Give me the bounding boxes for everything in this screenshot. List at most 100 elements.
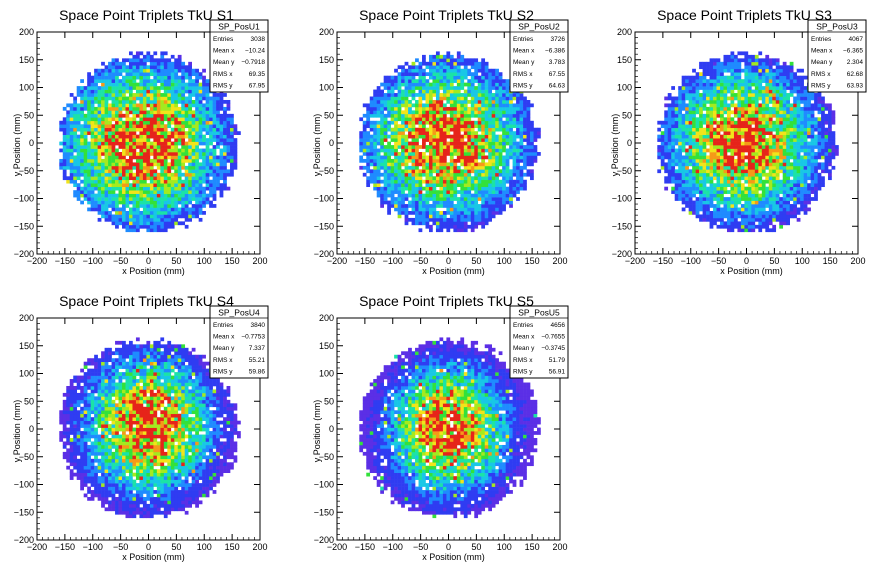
heatmap-cell (156, 183, 161, 188)
heatmap-cell (449, 113, 454, 118)
heatmap-cell (692, 75, 696, 80)
heatmap-cell (83, 134, 88, 139)
heatmap-cell (376, 124, 381, 129)
heatmap-cell (83, 172, 88, 177)
heatmap-cell (73, 134, 78, 139)
heatmap-cell (422, 131, 426, 135)
heatmap-cell (474, 176, 479, 181)
heatmap-cell (390, 106, 395, 111)
heatmap-cell (380, 193, 384, 198)
heatmap-cell (401, 200, 405, 205)
stats-value: 67.55 (549, 71, 566, 78)
heatmap-cell (376, 169, 381, 174)
heatmap-cell (101, 172, 105, 177)
heatmap-cell (470, 210, 475, 215)
heatmap-cell (422, 172, 426, 177)
heatmap-cell (463, 65, 468, 70)
heatmap-cell (198, 113, 203, 118)
heatmap-cell (219, 138, 224, 142)
heatmap-cell (484, 113, 489, 118)
heatmap-cell (491, 162, 496, 167)
heatmap-cell (115, 65, 119, 70)
heatmap-cell (474, 99, 479, 104)
heatmap-cell (716, 99, 721, 104)
heatmap-cell (163, 96, 168, 101)
heatmap-cell (198, 82, 203, 87)
heatmap-cell (94, 131, 98, 135)
heatmap-cell (404, 86, 409, 90)
heatmap-cell (108, 138, 112, 142)
heatmap-cell (80, 145, 84, 149)
heatmap-cell (198, 162, 203, 167)
heatmap-cell (373, 158, 378, 163)
heatmap-cell (397, 86, 402, 90)
heatmap-cell (233, 155, 238, 160)
heatmap-cell (387, 93, 391, 97)
heatmap-cell (160, 228, 165, 233)
heatmap-cell (132, 103, 137, 108)
heatmap-cell (505, 93, 510, 97)
heatmap-cell (104, 169, 109, 174)
heatmap-cell (397, 110, 402, 115)
heatmap-cell (432, 106, 437, 111)
heatmap-cell (62, 176, 67, 181)
heatmap-cell (720, 72, 724, 77)
heatmap-cell (533, 131, 538, 135)
heatmap-cell (720, 75, 724, 80)
heatmap-cell (191, 207, 196, 212)
heatmap-cell (685, 172, 689, 177)
heatmap-cell (491, 169, 496, 174)
heatmap-cell (198, 120, 203, 125)
heatmap-cell (456, 65, 461, 70)
heatmap-cell (59, 127, 64, 132)
heatmap-cell (667, 110, 672, 115)
heatmap-cell (125, 134, 130, 139)
heatmap-cell (498, 89, 503, 94)
heatmap-cell (170, 165, 175, 170)
heatmap-cell (425, 120, 430, 125)
heatmap-cell (723, 110, 728, 115)
heatmap-cell (153, 193, 158, 198)
heatmap-cell (477, 65, 482, 70)
heatmap-cell (435, 51, 440, 56)
heatmap-cell (460, 200, 465, 205)
heatmap-cell (495, 96, 499, 101)
heatmap-cell (195, 145, 199, 149)
heatmap-cell (730, 221, 735, 226)
heatmap-cell (366, 176, 371, 181)
heatmap-cell (664, 179, 669, 184)
heatmap-cell (474, 210, 479, 215)
heatmap-cell (404, 183, 409, 188)
heatmap-cell (418, 172, 423, 177)
heatmap-cell (495, 183, 499, 188)
heatmap-cell (432, 72, 437, 77)
heatmap-cell (115, 96, 119, 101)
heatmap-cell (128, 162, 133, 167)
heatmap-cell (139, 124, 144, 129)
heatmap-cell (146, 224, 151, 229)
heatmap-cell (733, 86, 738, 90)
heatmap-cell (733, 68, 738, 73)
heatmap-cell (139, 158, 144, 163)
heatmap-cell (146, 152, 151, 156)
heatmap-cell (460, 158, 465, 163)
heatmap-cell (488, 120, 492, 125)
heatmap-cell (442, 145, 447, 149)
heatmap-cell (188, 75, 192, 80)
heatmap-cell (163, 72, 168, 77)
heatmap-cell (737, 207, 742, 212)
heatmap-cell (491, 200, 496, 205)
heatmap-cell (139, 93, 144, 97)
heatmap-cell (69, 152, 74, 156)
heatmap-cell (401, 68, 405, 73)
heatmap-cell (104, 134, 109, 139)
heatmap-cell (202, 96, 206, 101)
heatmap-cell (118, 96, 123, 101)
heatmap-cell (688, 204, 693, 208)
heatmap-cell (366, 110, 371, 115)
heatmap-cell (477, 210, 482, 215)
heatmap-cell (692, 79, 696, 83)
heatmap-cell (702, 197, 707, 201)
heatmap-cell (432, 103, 437, 108)
heatmap-cell (142, 72, 147, 77)
